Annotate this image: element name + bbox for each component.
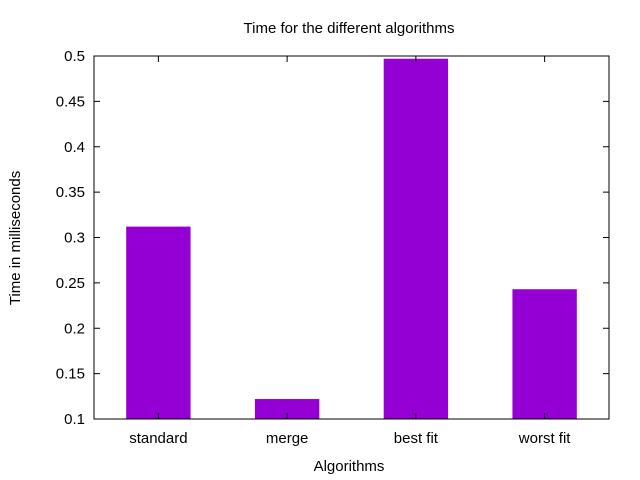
x-tick-label: merge [266, 430, 309, 447]
bar-merge [254, 399, 320, 419]
y-tick-label: 0.1 [64, 411, 85, 428]
bars-group [126, 58, 577, 419]
y-tick-label: 0.15 [56, 366, 85, 383]
y-tick-label: 0.4 [64, 139, 85, 156]
bar-best-fit [383, 58, 449, 419]
x-tick-label: best fit [394, 430, 439, 447]
chart-title: Time for the different algorithms [244, 20, 455, 37]
y-tick-label: 0.5 [64, 48, 85, 65]
x-tick-label: standard [129, 430, 187, 447]
x-axis: standard merge best fit worst fit [129, 56, 571, 447]
y-axis-label: Time in milliseconds [7, 171, 24, 305]
x-axis-label: Algorithms [314, 458, 385, 475]
bar-standard [126, 226, 191, 419]
y-axis: 0.1 0.15 0.2 0.25 0.3 0.35 0.4 0.45 0.5 [56, 48, 609, 428]
y-tick-label: 0.3 [64, 230, 85, 247]
y-tick-label: 0.25 [56, 275, 85, 292]
x-tick-label: worst fit [518, 430, 572, 447]
y-tick-label: 0.45 [56, 93, 85, 110]
y-tick-label: 0.2 [64, 320, 85, 337]
bar-worst-fit [512, 289, 577, 419]
y-tick-label: 0.35 [56, 184, 85, 201]
